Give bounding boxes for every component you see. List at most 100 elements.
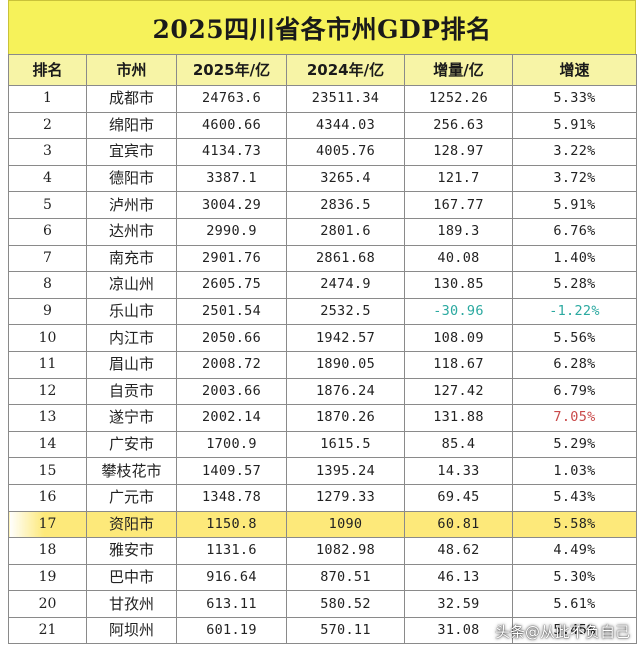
gdp-2024-cell: 2532.5 [286, 297, 405, 326]
table-row: 1 成都市 24763.6 23511.34 1252.26 5.33% [8, 85, 637, 113]
gdp-2025-cell: 1700.9 [176, 430, 287, 459]
rank-cell: 11 [8, 350, 87, 379]
gdp-2025-cell: 1131.6 [176, 537, 287, 565]
gdp-ranking-sheet: 2025四川省各市州GDP排名 排名 市州 2025年/亿 2024年/亿 增量… [8, 0, 637, 648]
increase-cell: 108.09 [404, 324, 513, 352]
increase-cell: 48.62 [404, 537, 513, 565]
gdp-2025-cell: 2008.72 [176, 350, 287, 379]
gdp-2024-cell: 23511.34 [286, 85, 405, 113]
table-row: 9 乐山市 2501.54 2532.5 -30.96 -1.22% [8, 297, 637, 326]
increase-cell: 130.85 [404, 271, 513, 299]
gdp-2025-cell: 1150.8 [176, 510, 287, 539]
growth-rate-cell: 3.72% [512, 164, 637, 193]
table-row: 14 广安市 1700.9 1615.5 85.4 5.29% [8, 430, 637, 459]
gdp-2024-cell: 4344.03 [286, 111, 405, 140]
rank-cell: 20 [8, 590, 87, 618]
rank-cell: 2 [8, 111, 87, 140]
city-cell: 宜宾市 [86, 138, 177, 166]
gdp-2025-cell: 1409.57 [176, 457, 287, 485]
increase-cell: 60.81 [404, 510, 513, 539]
growth-rate-cell: 5.33% [512, 85, 637, 113]
city-cell: 绵阳市 [86, 111, 177, 140]
city-cell: 达州市 [86, 217, 177, 246]
gdp-2024-cell: 4005.76 [286, 138, 405, 166]
gdp-2025-cell: 4134.73 [176, 138, 287, 166]
increase-cell: 128.97 [404, 138, 513, 166]
header-growth-rate: 增速 [512, 54, 637, 86]
growth-rate-cell: 7.05% [512, 404, 637, 432]
table-row: 10 内江市 2050.66 1942.57 108.09 5.56% [8, 324, 637, 352]
watermark: 头条@从此不负自己 [494, 623, 630, 641]
rank-cell: 13 [8, 404, 87, 432]
table-row: 15 攀枝花市 1409.57 1395.24 14.33 1.03% [8, 457, 637, 485]
rank-cell: 18 [8, 537, 87, 565]
increase-cell: 85.4 [404, 430, 513, 459]
city-cell: 攀枝花市 [86, 457, 177, 485]
increase-cell: -30.96 [404, 297, 513, 326]
growth-rate-cell: 5.28% [512, 271, 637, 299]
gdp-2025-cell: 613.11 [176, 590, 287, 618]
gdp-2025-cell: 2990.9 [176, 217, 287, 246]
city-cell: 阿坝州 [86, 616, 177, 645]
gdp-2025-cell: 2050.66 [176, 324, 287, 352]
gdp-2025-cell: 3004.29 [176, 191, 287, 219]
title-bar: 2025四川省各市州GDP排名 [8, 0, 636, 54]
table-row: 12 自贡市 2003.66 1876.24 127.42 6.79% [8, 377, 637, 406]
gdp-2024-cell: 1082.98 [286, 537, 405, 565]
rank-cell: 4 [8, 164, 87, 193]
gdp-2025-cell: 2501.54 [176, 297, 287, 326]
gdp-2025-cell: 2605.75 [176, 271, 287, 299]
header-rank: 排名 [8, 54, 87, 86]
gdp-2025-cell: 916.64 [176, 563, 287, 592]
city-cell: 广安市 [86, 430, 177, 459]
growth-rate-cell: 1.03% [512, 457, 637, 485]
header-gdp-2024: 2024年/亿 [286, 54, 405, 86]
increase-cell: 256.63 [404, 111, 513, 140]
rank-cell: 16 [8, 483, 87, 512]
growth-rate-cell: -1.22% [512, 297, 637, 326]
rank-cell: 21 [8, 616, 87, 645]
increase-cell: 121.7 [404, 164, 513, 193]
rank-cell: 19 [8, 563, 87, 592]
increase-cell: 32.59 [404, 590, 513, 618]
table-row: 6 达州市 2990.9 2801.6 189.3 6.76% [8, 217, 637, 246]
gdp-2024-cell: 580.52 [286, 590, 405, 618]
gdp-2025-cell: 2003.66 [176, 377, 287, 406]
city-cell: 眉山市 [86, 350, 177, 379]
growth-rate-cell: 5.56% [512, 324, 637, 352]
city-cell: 资阳市 [86, 510, 177, 539]
table-row: 20 甘孜州 613.11 580.52 32.59 5.61% [8, 590, 637, 618]
increase-cell: 1252.26 [404, 85, 513, 113]
city-cell: 内江市 [86, 324, 177, 352]
gdp-table: 排名 市州 2025年/亿 2024年/亿 增量/亿 增速 1 成都市 24763.… [8, 54, 637, 645]
gdp-2025-cell: 2002.14 [176, 404, 287, 432]
table-row: 19 巴中市 916.64 870.51 46.13 5.30% [8, 563, 637, 592]
gdp-2024-cell: 1890.05 [286, 350, 405, 379]
gdp-2024-cell: 570.11 [286, 616, 405, 645]
increase-cell: 14.33 [404, 457, 513, 485]
gdp-2024-cell: 1615.5 [286, 430, 405, 459]
increase-cell: 167.77 [404, 191, 513, 219]
gdp-2024-cell: 2801.6 [286, 217, 405, 246]
growth-rate-cell: 5.91% [512, 191, 637, 219]
growth-rate-cell: 6.28% [512, 350, 637, 379]
table-row: 17 资阳市 1150.8 1090 60.81 5.58% [8, 510, 637, 539]
header-increase: 增量/亿 [404, 54, 513, 86]
increase-cell: 40.08 [404, 244, 513, 273]
rank-cell: 17 [8, 510, 87, 539]
increase-cell: 189.3 [404, 217, 513, 246]
gdp-2025-cell: 1348.78 [176, 483, 287, 512]
city-cell: 南充市 [86, 244, 177, 273]
table-row: 11 眉山市 2008.72 1890.05 118.67 6.28% [8, 350, 637, 379]
table-body: 1 成都市 24763.6 23511.34 1252.26 5.33% 2 绵阳市 4600.… [8, 85, 637, 645]
city-cell: 甘孜州 [86, 590, 177, 618]
rank-cell: 9 [8, 297, 87, 326]
gdp-2024-cell: 1870.26 [286, 404, 405, 432]
gdp-2024-cell: 3265.4 [286, 164, 405, 193]
growth-rate-cell: 5.30% [512, 563, 637, 592]
table-header-row: 排名 市州 2025年/亿 2024年/亿 增量/亿 增速 [8, 54, 637, 86]
city-cell: 遂宁市 [86, 404, 177, 432]
rank-cell: 1 [8, 85, 87, 113]
page-title: 2025四川省各市州GDP排名 [152, 14, 492, 44]
increase-cell: 131.88 [404, 404, 513, 432]
